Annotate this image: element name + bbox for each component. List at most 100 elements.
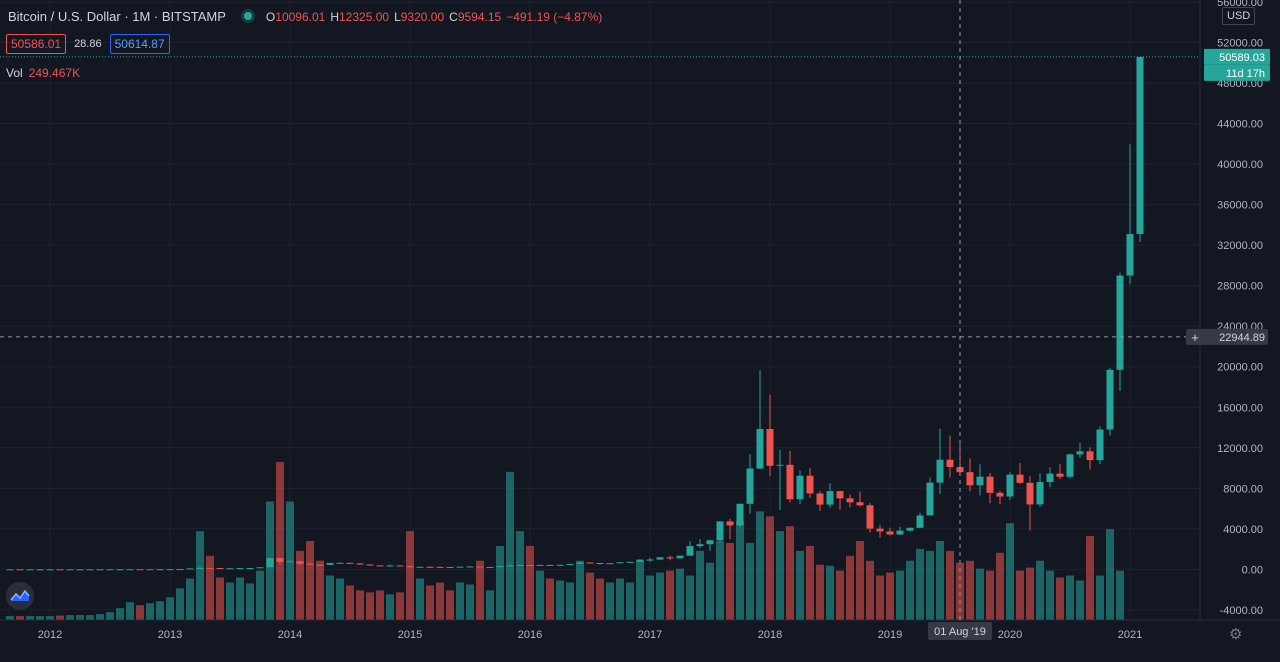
candle-body — [46, 569, 54, 571]
candle-body — [926, 482, 934, 516]
candle-body — [1066, 454, 1074, 477]
volume-bar — [16, 616, 24, 620]
volume-bar — [566, 582, 574, 620]
candle-body — [776, 464, 784, 466]
volume-bar — [776, 531, 784, 620]
volume-bar — [476, 560, 484, 620]
ask-button[interactable]: 50614.87 — [109, 34, 170, 54]
candle-body — [816, 493, 824, 505]
candle-body — [146, 569, 154, 571]
volume-bar — [76, 615, 84, 620]
volume-bar — [576, 560, 584, 620]
candle-body — [696, 544, 704, 547]
volume-bar — [306, 541, 314, 620]
volume-bar — [426, 585, 434, 620]
candle-body — [296, 561, 304, 564]
open-key: O — [265, 10, 276, 24]
volume-bar — [966, 560, 974, 620]
candle-body — [426, 566, 434, 568]
candle-body — [186, 568, 194, 570]
candle-body — [746, 468, 754, 504]
volume-bar — [526, 545, 534, 620]
candle-body — [1026, 482, 1034, 505]
volume-bar — [1076, 580, 1084, 620]
y-tick-label: 16000.00 — [1217, 402, 1263, 414]
volume-bar — [86, 615, 94, 620]
candle-body — [596, 563, 604, 565]
candle-body — [346, 562, 354, 564]
candle-body — [196, 567, 204, 569]
volume-bar — [846, 555, 854, 620]
volume-bar — [486, 590, 494, 620]
volume-bar — [446, 590, 454, 620]
candle-body — [1076, 451, 1084, 455]
candle-body — [446, 566, 454, 568]
volume-bar — [606, 582, 614, 620]
volume-legend[interactable]: Vol 249.467K — [6, 66, 80, 80]
gear-icon[interactable]: ⚙ — [1229, 626, 1243, 643]
volume-bar — [986, 570, 994, 620]
x-tick-label: 2020 — [998, 629, 1022, 641]
volume-bar — [586, 572, 594, 620]
volume-bar — [236, 577, 244, 620]
y-tick-label: 56000.00 — [1217, 0, 1263, 9]
candle-body — [466, 566, 474, 568]
candle-body — [336, 562, 344, 564]
bid-button[interactable]: 50586.01 — [6, 34, 67, 54]
volume-bar — [616, 578, 624, 620]
x-tick-label: 2012 — [38, 629, 62, 641]
candle-body — [666, 557, 674, 559]
y-tick-label: 40000.00 — [1217, 159, 1263, 171]
volume-bar — [1046, 570, 1054, 620]
currency-button[interactable]: USD — [1222, 7, 1256, 25]
x-tick-label: 2013 — [158, 629, 182, 641]
crosshair-price-label: 22944.89 — [1219, 332, 1265, 344]
volume-bar — [456, 582, 464, 620]
y-tick-label: 12000.00 — [1217, 443, 1263, 455]
candle-body — [326, 562, 334, 565]
volume-bar — [36, 616, 44, 620]
volume-bar — [516, 531, 524, 620]
volume-bar — [106, 612, 114, 620]
volume-bar — [56, 615, 64, 620]
volume-bar — [216, 577, 224, 620]
candle-body — [436, 566, 444, 568]
tradingview-logo-icon[interactable] — [6, 582, 34, 610]
volume-bar — [346, 585, 354, 620]
candle-body — [206, 567, 214, 569]
volume-bar — [786, 526, 794, 620]
close-key: C — [449, 10, 458, 24]
candle-body — [16, 569, 24, 571]
symbol-title[interactable]: Bitcoin / U.S. Dollar · 1M · BITSTAMP — [8, 9, 226, 24]
volume-bar — [666, 570, 674, 620]
open-value: 10096.01 — [275, 10, 326, 24]
volume-bar — [126, 602, 134, 620]
candle-body — [276, 558, 284, 562]
candle-body — [106, 569, 114, 571]
candle-body — [76, 569, 84, 571]
volume-bar — [256, 570, 264, 620]
candle-body — [546, 564, 554, 566]
volume-bar — [246, 583, 254, 620]
volume-bar — [1116, 570, 1124, 620]
candle-body — [1096, 429, 1104, 461]
volume-bar — [636, 560, 644, 620]
volume-bar — [796, 550, 804, 620]
volume-bar — [196, 531, 204, 620]
y-tick-label: 44000.00 — [1217, 119, 1263, 131]
candle-body — [516, 564, 524, 566]
y-tick-label: 52000.00 — [1217, 38, 1263, 50]
volume-bar — [856, 541, 864, 620]
volume-value: 249.467K — [28, 66, 81, 80]
candle-body — [36, 569, 44, 571]
volume-bar — [396, 592, 404, 620]
volume-bar — [906, 560, 914, 620]
volume-bar — [1056, 577, 1064, 620]
candle-body — [726, 521, 734, 526]
volume-bar — [1016, 570, 1024, 620]
volume-bar — [916, 548, 924, 620]
candle-body — [846, 498, 854, 503]
volume-bar — [836, 570, 844, 620]
candle-body — [626, 561, 634, 563]
